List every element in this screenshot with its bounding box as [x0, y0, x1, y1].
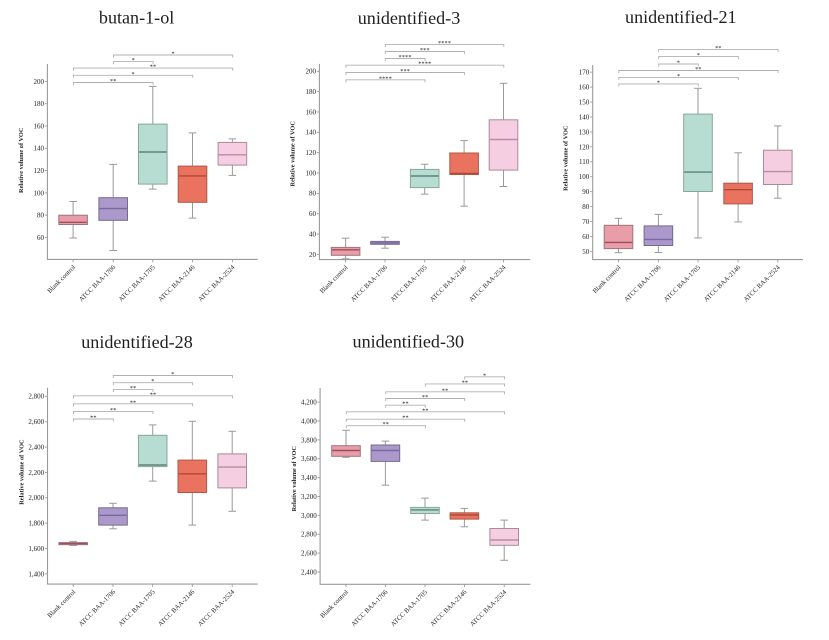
svg-text:3,200: 3,200 — [301, 493, 317, 501]
svg-text:3,800: 3,800 — [301, 436, 317, 444]
svg-text:unidentified-30: unidentified-30 — [353, 331, 465, 351]
svg-text:2,800: 2,800 — [301, 531, 317, 539]
svg-text:****: **** — [438, 40, 451, 47]
svg-text:3,400: 3,400 — [301, 474, 317, 482]
svg-text:**: ** — [90, 415, 97, 422]
svg-text:*: * — [132, 57, 135, 64]
svg-text:60: 60 — [309, 210, 317, 218]
svg-text:Relative volume of VOC: Relative volume of VOC — [562, 125, 569, 191]
svg-text:80: 80 — [582, 203, 590, 211]
svg-text:130: 130 — [579, 128, 590, 136]
svg-text:*: * — [697, 52, 700, 59]
svg-text:**: ** — [150, 64, 157, 71]
svg-text:*: * — [151, 378, 154, 385]
svg-text:2,200: 2,200 — [28, 469, 44, 477]
svg-text:****: **** — [399, 54, 412, 61]
svg-text:120: 120 — [306, 149, 317, 157]
svg-text:Relative volume of VOC: Relative volume of VOC — [19, 439, 26, 505]
svg-text:60: 60 — [582, 233, 590, 241]
svg-text:**: ** — [150, 391, 157, 398]
svg-text:**: ** — [422, 394, 429, 401]
svg-text:50: 50 — [582, 248, 590, 256]
svg-text:60: 60 — [37, 234, 45, 242]
svg-text:Relative volume of VOC: Relative volume of VOC — [18, 127, 25, 193]
svg-text:100: 100 — [579, 173, 590, 181]
svg-text:unidentified-21: unidentified-21 — [625, 7, 737, 27]
svg-text:100: 100 — [34, 189, 45, 197]
svg-text:180: 180 — [306, 88, 317, 96]
svg-text:2,000: 2,000 — [28, 494, 44, 502]
svg-text:80: 80 — [309, 190, 317, 198]
svg-text:*: * — [131, 71, 134, 78]
svg-text:Relative volume of VOC: Relative volume of VOC — [291, 446, 298, 512]
svg-text:2,600: 2,600 — [28, 418, 44, 426]
svg-text:140: 140 — [34, 145, 45, 153]
svg-text:**: ** — [383, 421, 390, 428]
svg-text:*: * — [171, 371, 174, 378]
svg-text:****: **** — [418, 61, 431, 68]
svg-text:unidentified-28: unidentified-28 — [81, 332, 193, 352]
svg-text:*: * — [677, 73, 680, 80]
svg-text:4,200: 4,200 — [301, 399, 317, 407]
svg-text:80: 80 — [37, 212, 45, 220]
svg-text:70: 70 — [582, 218, 590, 226]
svg-text:**: ** — [110, 407, 117, 414]
svg-text:**: ** — [715, 45, 722, 52]
svg-text:40: 40 — [309, 230, 317, 238]
svg-text:***: *** — [400, 68, 410, 75]
svg-text:100: 100 — [306, 169, 317, 177]
svg-text:200: 200 — [34, 78, 45, 86]
svg-text:3,000: 3,000 — [301, 512, 317, 520]
svg-text:2,400: 2,400 — [28, 443, 44, 451]
svg-text:180: 180 — [34, 100, 45, 108]
svg-text:***: *** — [420, 47, 430, 54]
svg-text:**: ** — [402, 415, 409, 422]
svg-text:**: ** — [462, 379, 469, 386]
svg-text:90: 90 — [582, 188, 590, 196]
svg-text:110: 110 — [579, 158, 590, 166]
svg-text:4,000: 4,000 — [301, 417, 317, 425]
svg-text:20: 20 — [309, 251, 317, 259]
svg-text:140: 140 — [306, 129, 317, 137]
svg-text:160: 160 — [34, 122, 45, 130]
svg-text:**: ** — [130, 385, 137, 392]
svg-text:120: 120 — [34, 167, 45, 175]
svg-text:Relative volume of VOC: Relative volume of VOC — [290, 121, 297, 187]
svg-text:120: 120 — [579, 143, 590, 151]
svg-text:200: 200 — [306, 68, 317, 76]
svg-text:****: **** — [379, 75, 392, 82]
svg-text:**: ** — [422, 407, 429, 414]
svg-text:**: ** — [130, 399, 137, 406]
svg-text:3,600: 3,600 — [301, 455, 317, 463]
svg-text:170: 170 — [579, 69, 590, 77]
svg-text:**: ** — [402, 401, 409, 408]
svg-text:**: ** — [110, 78, 117, 85]
svg-text:2,600: 2,600 — [301, 550, 317, 558]
svg-text:140: 140 — [579, 113, 590, 121]
svg-text:160: 160 — [306, 108, 317, 116]
svg-text:**: ** — [442, 387, 449, 394]
svg-text:*: * — [677, 60, 680, 67]
svg-text:butan-1-ol: butan-1-ol — [99, 8, 174, 28]
svg-text:2,400: 2,400 — [301, 568, 317, 576]
svg-text:unidentified-3: unidentified-3 — [358, 8, 461, 28]
svg-text:2,800: 2,800 — [28, 393, 44, 401]
svg-text:*: * — [483, 372, 486, 379]
svg-text:*: * — [171, 51, 174, 58]
svg-text:160: 160 — [579, 84, 590, 92]
svg-text:1,400: 1,400 — [28, 570, 44, 578]
svg-text:1,600: 1,600 — [28, 545, 44, 553]
svg-text:*: * — [657, 79, 660, 86]
svg-text:1,800: 1,800 — [28, 520, 44, 528]
svg-text:150: 150 — [579, 98, 590, 106]
svg-text:**: ** — [695, 66, 702, 73]
